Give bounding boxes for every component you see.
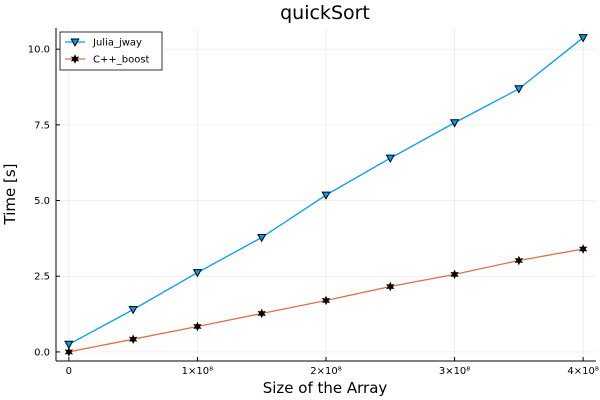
data-point xyxy=(578,244,588,254)
legend-marker xyxy=(70,38,80,47)
series-Julia_jway xyxy=(64,34,588,350)
data-point xyxy=(514,85,524,94)
legend-entry: C++_boost xyxy=(65,54,150,66)
data-point xyxy=(128,305,138,315)
data-point xyxy=(449,119,460,128)
y-tick-label: 2.5 xyxy=(34,272,50,283)
y-tick-label: 5.0 xyxy=(34,196,50,207)
data-point xyxy=(385,154,395,164)
y-tick-label: 0.0 xyxy=(34,347,50,358)
x-tick-label: 3×10⁸ xyxy=(439,366,470,377)
data-point xyxy=(386,281,395,292)
legend-entry: Julia_jway xyxy=(65,38,142,49)
x-tick-label: 2×10⁸ xyxy=(310,366,341,377)
data-point xyxy=(321,191,331,200)
legend: Julia_jway C++_boost xyxy=(59,31,163,71)
y-tick-label: 10.0 xyxy=(28,45,50,56)
legend-label: C++_boost xyxy=(93,55,150,66)
y-tick-label: 7.5 xyxy=(34,120,50,131)
data-point xyxy=(257,308,266,319)
tick-labels: 0 1×10⁸ 2×10⁸ 3×10⁸ 4×10⁸ 0.0 2.5 5.0 7.5 10.0 xyxy=(28,45,599,377)
data-point xyxy=(192,269,203,278)
y-axis-title: Time [s] xyxy=(1,164,19,226)
x-tick-label: 1×10⁸ xyxy=(182,366,213,377)
data-point xyxy=(193,321,202,332)
data-point xyxy=(514,255,524,266)
data-point xyxy=(64,347,74,357)
x-tick-label: 4×10⁸ xyxy=(567,366,598,377)
axes-layer xyxy=(55,28,596,362)
chart-title: quickSort xyxy=(280,2,370,24)
x-tick-label: 0 xyxy=(66,366,72,377)
data-point xyxy=(257,233,267,243)
data-point xyxy=(578,34,588,43)
data-point xyxy=(128,334,138,345)
data-point xyxy=(64,340,74,350)
data-point xyxy=(450,269,459,280)
legend-label: Julia_jway xyxy=(92,38,142,49)
legend-marker xyxy=(70,54,80,64)
x-axis-title: Size of the Array xyxy=(263,379,388,397)
series-layer xyxy=(64,34,588,357)
series-C++_boost xyxy=(64,244,588,357)
legend-box xyxy=(59,31,163,71)
data-point xyxy=(321,295,331,306)
